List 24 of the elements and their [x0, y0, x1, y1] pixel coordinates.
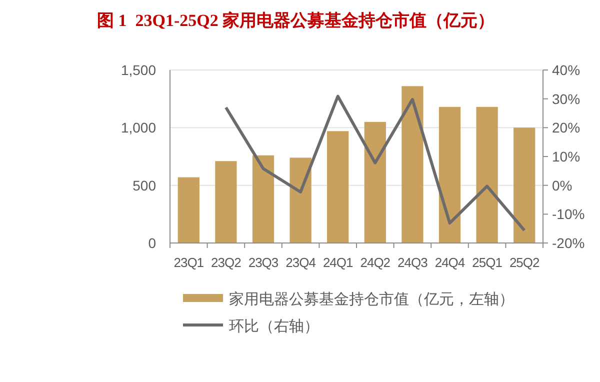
x-tick-label: 24Q2	[360, 255, 390, 270]
y2-tick-label: 30%	[552, 90, 580, 107]
y2-tick-label: 20%	[552, 120, 580, 136]
y-tick-label: 500	[132, 177, 156, 194]
x-tick-label: 23Q2	[211, 255, 242, 270]
title: 图 1 23Q1-25Q2 家用电器公募基金持仓市值（亿元）	[97, 11, 495, 30]
y2-tick-label: 40%	[552, 62, 580, 78]
x-tick-label: 23Q3	[248, 255, 278, 270]
x-tick-label: 24Q4	[434, 255, 465, 270]
legend-label: 环比（右轴）	[229, 318, 319, 335]
x-tick-label: 25Q1	[472, 255, 502, 270]
x-tick-label: 25Q2	[509, 255, 540, 270]
y-tick-label: 1,500	[120, 62, 156, 78]
y-tick-label: 0	[148, 235, 156, 251]
legend-label: 家用电器公募基金持仓市值（亿元，左轴）	[229, 291, 514, 308]
x-tick-label: 24Q3	[398, 255, 428, 270]
y2-tick-label: 0%	[552, 177, 572, 194]
x-tick-label: 23Q4	[286, 255, 316, 270]
x-tick-label: 24Q1	[322, 255, 354, 270]
y-tick-label: 1,000	[120, 120, 156, 136]
y2-tick-label: -20%	[552, 235, 585, 251]
y2-tick-label: -10%	[552, 206, 585, 222]
y2-tick-label: 10%	[552, 148, 580, 164]
x-tick-label: 23Q1	[174, 255, 204, 270]
